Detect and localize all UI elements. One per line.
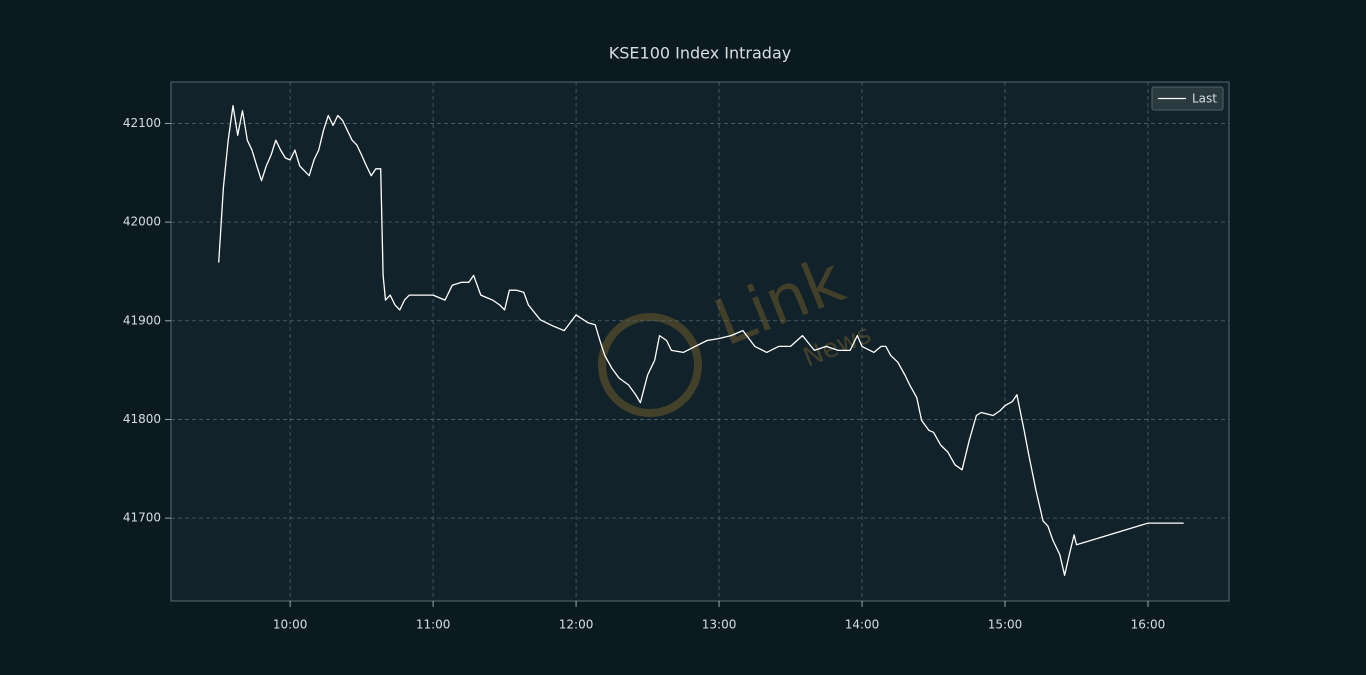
y-tick-label: 41800 — [123, 412, 161, 426]
legend: Last — [1151, 86, 1224, 111]
line — [218, 105, 1184, 576]
watermark-logo — [598, 313, 702, 417]
plot-area — [170, 81, 1230, 602]
x-tick-label: 15:00 — [988, 618, 1023, 632]
chart-title: KSE100 Index Intraday — [609, 44, 791, 63]
y-tick-label: 41900 — [123, 313, 161, 327]
y-tick-label: 41700 — [123, 511, 161, 525]
y-tick-label: 42100 — [123, 116, 161, 130]
x-tick-label: 16:00 — [1131, 618, 1166, 632]
y-tick-label: 42000 — [123, 215, 161, 229]
legend-label: Last — [1192, 92, 1217, 106]
legend-box — [1151, 86, 1224, 111]
x-tick-label: 13:00 — [702, 618, 737, 632]
x-tick-label: 10:00 — [273, 618, 308, 632]
x-tick-label: 14:00 — [845, 618, 880, 632]
x-tick-label: 12:00 — [559, 618, 594, 632]
x-tick-label: 11:00 — [416, 618, 451, 632]
